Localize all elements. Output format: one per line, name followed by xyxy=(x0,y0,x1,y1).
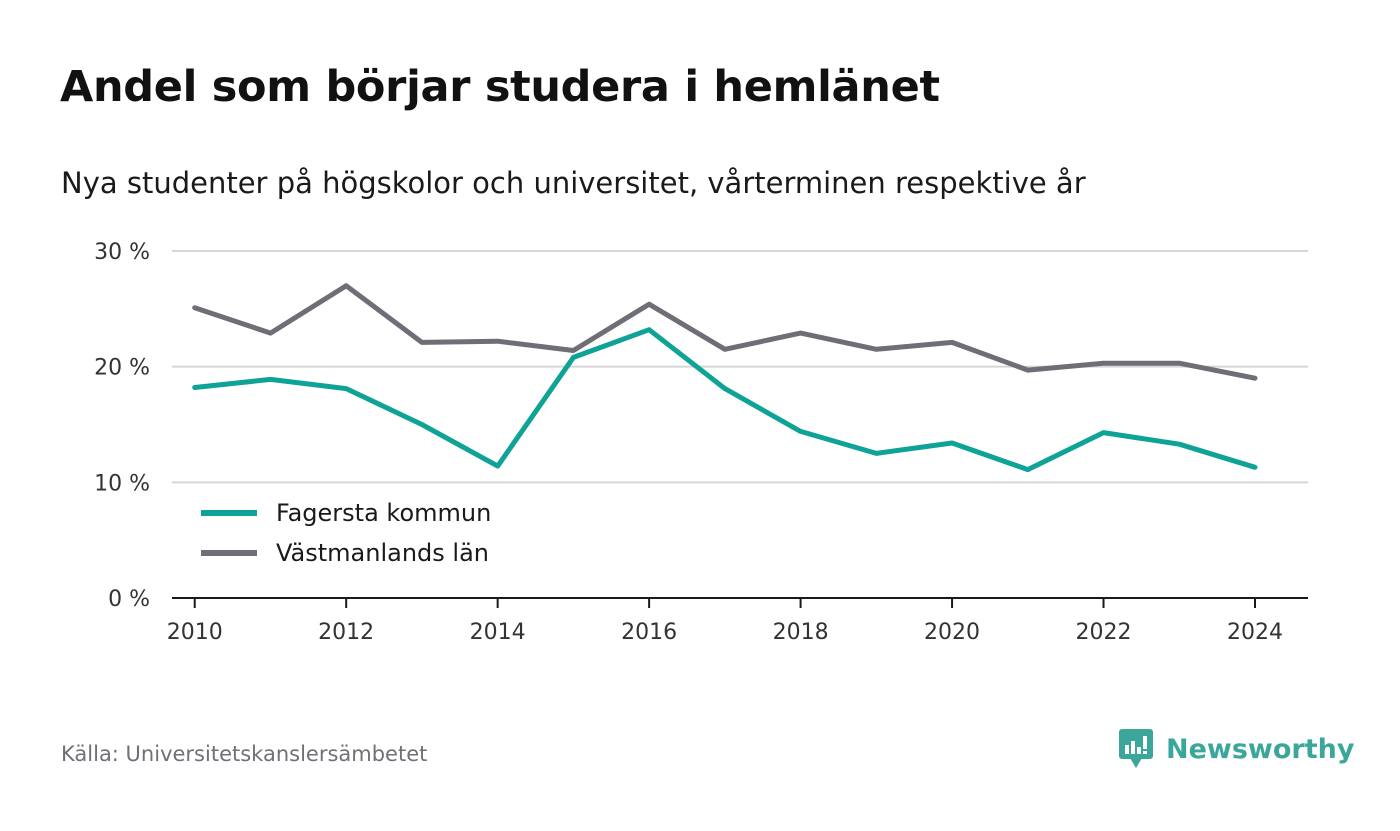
brand-logo: Newsworthy xyxy=(1118,727,1354,771)
x-tick-label: 2016 xyxy=(621,620,677,645)
x-tick-label: 2018 xyxy=(773,620,829,645)
series-line-1 xyxy=(192,283,1258,381)
y-tick-label: 0 % xyxy=(108,587,150,612)
x-axis-ticks: 2010 2012 2014 2016 2018 2020 2022 2024 xyxy=(167,598,1283,645)
legend-label: Fagersta kommun xyxy=(276,499,491,527)
source-note: Källa: Universitetskanslersämbetet xyxy=(61,742,428,766)
x-tick-label: 2014 xyxy=(470,620,526,645)
x-tick-label: 2010 xyxy=(167,620,223,645)
brand-name: Newsworthy xyxy=(1166,733,1355,765)
y-tick-label: 20 % xyxy=(94,356,150,381)
y-tick-label: 10 % xyxy=(94,471,150,496)
series-line-0 xyxy=(192,327,1258,473)
series-lines xyxy=(192,283,1258,473)
chart-subtitle: Nya studenter på högskolor och universit… xyxy=(61,166,1086,200)
gridlines xyxy=(172,250,1308,599)
x-tick-label: 2024 xyxy=(1227,620,1283,645)
newsworthy-logo-icon xyxy=(1119,729,1153,768)
y-axis-ticks: 0 % 10 % 20 % 30 % xyxy=(94,240,150,612)
x-tick-label: 2012 xyxy=(318,620,374,645)
y-tick-label: 30 % xyxy=(94,240,150,265)
chart-title: Andel som börjar studera i hemlänet xyxy=(60,62,940,112)
x-tick-label: 2022 xyxy=(1076,620,1132,645)
line-chart: 0 % 10 % 20 % 30 % 2010 2012 2014 2016 2018 2020… xyxy=(94,240,1308,645)
legend: Fagersta kommun Västmanlands län xyxy=(201,499,491,567)
legend-label: Västmanlands län xyxy=(276,539,489,567)
x-tick-label: 2020 xyxy=(924,620,980,645)
